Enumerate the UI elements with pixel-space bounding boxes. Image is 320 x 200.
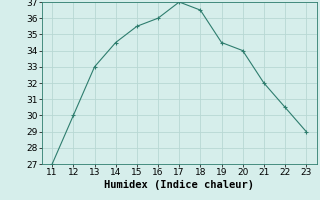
X-axis label: Humidex (Indice chaleur): Humidex (Indice chaleur) <box>104 180 254 190</box>
